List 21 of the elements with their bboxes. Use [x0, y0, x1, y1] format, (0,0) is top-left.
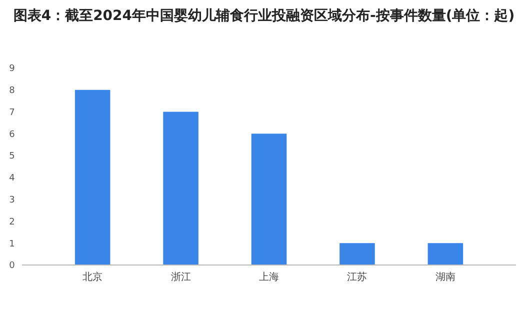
bar: [163, 112, 198, 265]
y-tick-label: 2: [9, 217, 15, 228]
y-tick-label: 1: [9, 239, 15, 250]
y-tick-label: 7: [9, 108, 15, 118]
y-tick-label: 5: [9, 152, 15, 162]
y-tick-label: 8: [9, 86, 16, 96]
y-tick-label: 0: [9, 261, 16, 272]
bar: [428, 243, 464, 265]
bar: [74, 90, 110, 265]
x-tick-label: 浙江: [170, 271, 191, 283]
y-tick-label: 3: [9, 195, 15, 206]
y-tick-label: 6: [9, 130, 16, 140]
y-tick-label: 9: [9, 64, 16, 74]
bar: [251, 134, 287, 265]
x-tick-label: 湖南: [435, 271, 456, 283]
x-tick-label: 北京: [82, 271, 103, 283]
x-tick-label: 上海: [259, 271, 279, 283]
x-tick-label: 江苏: [347, 271, 368, 283]
bar: [340, 243, 375, 265]
y-tick-label: 4: [9, 174, 16, 184]
chart-title: 图表4：截至2024年中国婴幼儿辅食行业投融资区域分布-按事件数量(单位：起): [13, 8, 515, 24]
